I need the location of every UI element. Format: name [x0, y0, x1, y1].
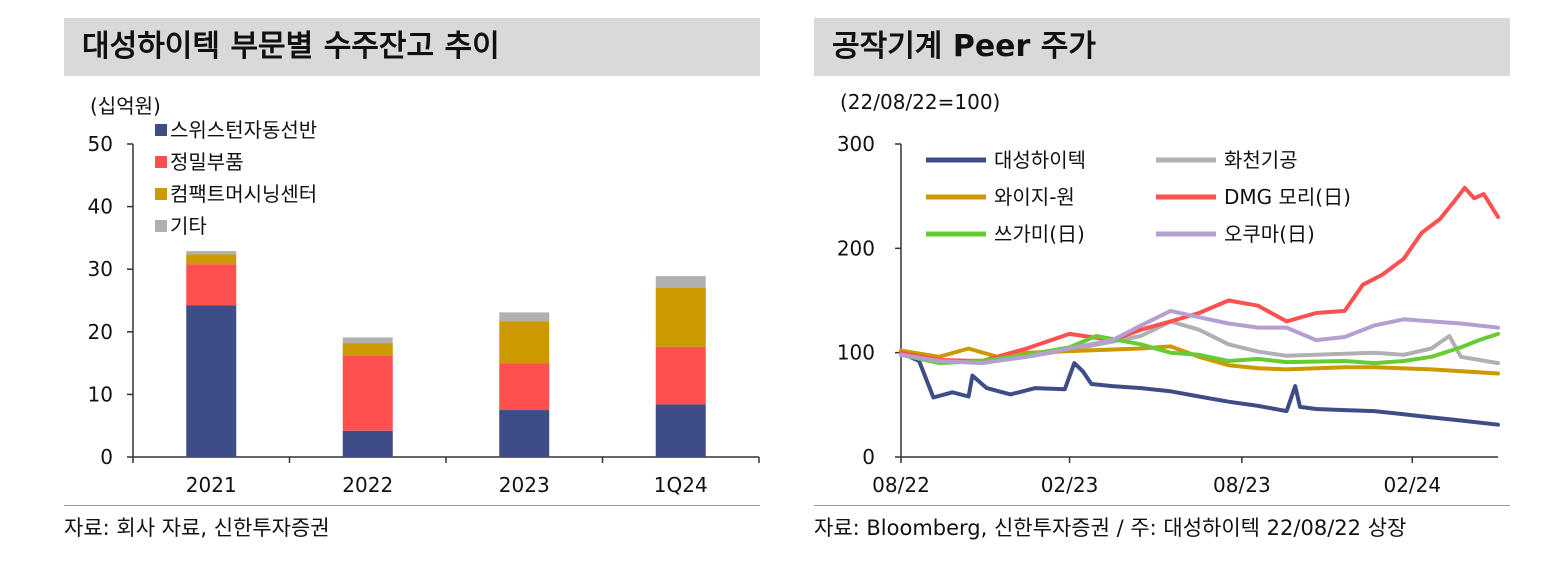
bar-segment	[499, 312, 550, 322]
bar-segment	[655, 276, 706, 288]
bar-segment	[342, 343, 393, 356]
y-tick-label: 30	[88, 257, 113, 281]
legend-swatch	[155, 220, 167, 232]
y-unit-label: (십억원)	[90, 94, 161, 118]
legend-label: 정밀부품	[170, 150, 244, 174]
legend-label: 화천기공	[1224, 148, 1298, 172]
source-note: 자료: Bloomberg, 신한투자증권 / 주: 대성하이텍 22/08/2…	[814, 516, 1407, 540]
y-tick-label: 100	[837, 341, 875, 365]
x-tick-label: 08/23	[1213, 473, 1271, 497]
legend-swatch	[155, 188, 167, 200]
series-line	[899, 350, 1500, 427]
y-tick-label: 0	[862, 445, 875, 469]
bar-segment	[186, 251, 237, 255]
y-tick-label: 50	[88, 132, 113, 156]
y-tick-label: 0	[100, 445, 113, 469]
right-panel: 공작기계 Peer 주가 (22/08/22=100) 자료: Bloomber…	[814, 0, 1510, 574]
source-note: 자료: 회사 자료, 신한투자증권	[64, 516, 330, 540]
y-tick-label: 40	[88, 195, 113, 219]
y-tick-label: 20	[88, 320, 113, 344]
source-divider	[814, 505, 1510, 506]
bar-segment	[342, 430, 393, 457]
legend-label: 오쿠마(日)	[1224, 222, 1315, 246]
x-tick-label: 2021	[186, 473, 237, 497]
series-line	[899, 185, 1500, 363]
y-tick-label: 10	[88, 382, 113, 406]
bar-segment	[655, 346, 706, 405]
legend-label: DMG 모리(日)	[1224, 185, 1351, 209]
x-tick-label: 08/22	[872, 473, 930, 497]
bar-segment	[186, 305, 237, 457]
bar-segment	[186, 264, 237, 306]
series-line	[899, 344, 1500, 376]
source-divider	[64, 505, 760, 506]
bar-segment	[342, 355, 393, 431]
series-line	[899, 308, 1500, 366]
bar-segment	[186, 254, 237, 265]
y-tick-label: 200	[837, 236, 875, 260]
x-tick-label: 2023	[499, 473, 550, 497]
bar-segment	[499, 410, 550, 457]
legend-label: 스위스턴자동선반	[170, 118, 317, 142]
bar-segment	[655, 404, 706, 457]
line-chart: 0 100 200 300 08/22 02/23 08/23 02/24 대성하이텍 화천기공와…	[837, 132, 1500, 497]
legend-swatch	[155, 124, 167, 136]
y-tick-label: 300	[837, 132, 875, 156]
legend-label: 기타	[170, 214, 207, 238]
y-unit-label: (22/08/22=100)	[840, 90, 1001, 114]
legend-label: 쓰가미(日)	[994, 222, 1085, 246]
legend-label: 와이지-원	[994, 185, 1075, 209]
left-panel: 대성하이텍 부문별 수주잔고 추이 (십억원) 자료: 회사 자료, 신한투자증…	[64, 0, 760, 574]
x-tick-label: 02/23	[1041, 473, 1099, 497]
chart-title: 공작기계 Peer 주가	[814, 18, 1510, 76]
x-tick-label: 1Q24	[654, 473, 708, 497]
legend-label: 컴팩트머시닝센터	[170, 182, 317, 206]
bar-segment	[655, 287, 706, 347]
bar-chart: 0 10 20 30 40 50 2021 2022 2023 1Q24 스위스턴자동선반정밀부품컴…	[88, 118, 760, 497]
bar-segment	[499, 363, 550, 411]
bar-segment	[499, 321, 550, 364]
bar-segment	[342, 337, 393, 344]
x-tick-label: 02/24	[1383, 473, 1441, 497]
x-tick-label: 2022	[342, 473, 393, 497]
chart-title: 대성하이텍 부문별 수주잔고 추이	[64, 18, 760, 76]
legend-label: 대성하이텍	[994, 148, 1086, 172]
legend-swatch	[155, 156, 167, 168]
